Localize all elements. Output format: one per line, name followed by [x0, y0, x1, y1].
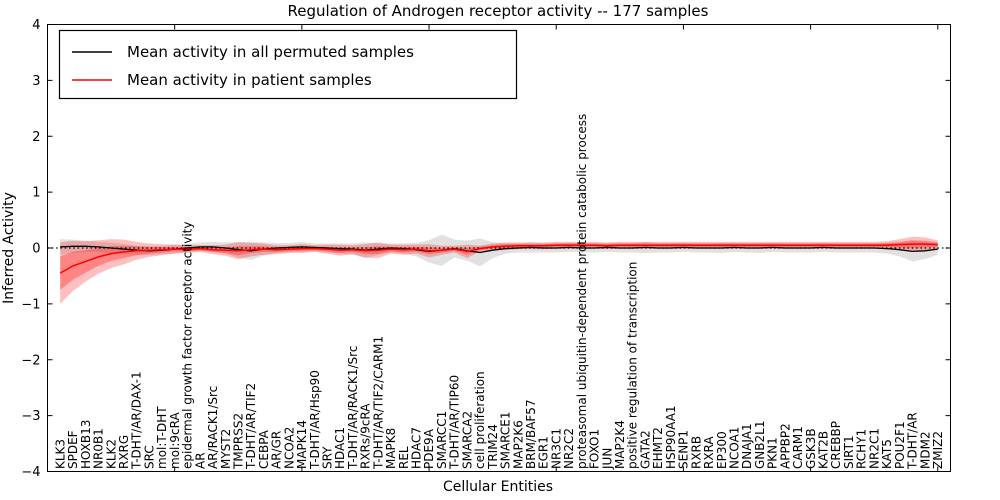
- x-category-label: positive regulation of transcription: [626, 262, 640, 469]
- x-category-label: NR3C1: [549, 428, 563, 469]
- x-category-label: proteasomal ubiquitin-dependent protein …: [575, 114, 589, 469]
- x-category-label: T-DHT/AR: [906, 412, 920, 470]
- y-tick-label: 3: [32, 74, 40, 89]
- y-tick-label: 1: [32, 186, 40, 201]
- x-category-label: HOXB13: [79, 420, 93, 469]
- x-category-label: mol:9cRA: [168, 412, 182, 469]
- x-category-label: MDM2: [918, 431, 932, 469]
- x-category-label: T-DHT/AR/TIF2/CARM1: [371, 336, 385, 470]
- x-category-label: FOXO1: [588, 429, 602, 469]
- x-category-label: cell proliferation: [473, 371, 487, 469]
- x-category-label: mol:T-DHT: [155, 406, 169, 469]
- x-category-label: MAPK14: [295, 420, 309, 469]
- x-category-label: HDAC1: [333, 427, 347, 469]
- y-tick-label: 0: [32, 242, 40, 257]
- x-category-label: RXRs/9cRA: [359, 403, 373, 469]
- x-category-label: HSP90AA1: [664, 405, 678, 469]
- x-category-label: epidermal growth factor receptor activit…: [181, 222, 195, 469]
- x-category-label: SMARCE1: [499, 411, 513, 469]
- x-category-label: SRY: [321, 446, 335, 469]
- x-category-label: NR2C2: [562, 428, 576, 469]
- patient-confidence-band-outer: [60, 236, 938, 304]
- y-tick-label: −1: [21, 297, 40, 312]
- x-category-label: APPBP2: [778, 423, 792, 469]
- x-category-label: EGR1: [537, 436, 551, 469]
- x-category-label: HDAC7: [410, 427, 424, 469]
- x-category-label: TRIM24: [486, 424, 500, 470]
- x-category-labels: KLK3SPDEFHOXB13NR0B1KLK2RXRGT-DHT/AR/DAX…: [53, 114, 945, 470]
- x-category-label: SENP1: [677, 430, 691, 469]
- x-category-label: DNAJA1: [740, 423, 754, 469]
- x-category-label: NR2C1: [867, 428, 881, 469]
- x-category-label: KAT2B: [817, 431, 831, 469]
- x-axis-label: Cellular Entities: [443, 479, 553, 495]
- x-category-label: MAPK8: [384, 428, 398, 469]
- permuted-mean-line: [60, 245, 938, 254]
- x-category-label: SMARCA2: [460, 411, 474, 469]
- x-category-label: CREBBP: [829, 421, 843, 469]
- x-category-label: JUN: [600, 448, 614, 470]
- x-category-label: CARM1: [791, 426, 805, 469]
- x-category-label: PDE9A: [422, 428, 436, 469]
- x-category-label: MAP2K6: [511, 420, 525, 469]
- x-category-label: CEBPA: [257, 429, 271, 469]
- x-category-label: NR0B1: [92, 428, 106, 469]
- x-category-label: MAP2K4: [613, 420, 627, 469]
- x-category-label: AR/GR: [270, 431, 284, 469]
- x-category-label: GSK3B: [804, 428, 818, 469]
- chart-title: Regulation of Androgen receptor activity…: [288, 2, 709, 20]
- x-category-label: ZMIZ2: [931, 431, 945, 469]
- y-tick-label: −4: [21, 465, 40, 480]
- x-category-label: REL: [397, 446, 411, 469]
- patient-mean-line: [59, 243, 938, 274]
- x-category-label: KLK3: [53, 439, 67, 469]
- y-tick-label: 2: [32, 130, 40, 145]
- x-category-label: AR: [193, 452, 207, 469]
- legend-label-patient: Mean activity in patient samples: [127, 71, 372, 89]
- x-category-label: GNB2L1: [753, 421, 767, 469]
- legend-label-permuted: Mean activity in all permuted samples: [127, 43, 414, 61]
- x-category-label: RXRA: [702, 436, 716, 469]
- x-category-label: SMARCC1: [435, 411, 449, 469]
- x-category-label: T-DHT/AR/TIF2: [244, 383, 258, 470]
- x-category-label: RXRB: [689, 436, 703, 469]
- y-tick-label: −3: [21, 409, 40, 424]
- x-category-label: POU2F1: [893, 421, 907, 469]
- x-category-label: EP300: [715, 431, 729, 469]
- legend: Mean activity in all permuted samples Me…: [58, 29, 518, 100]
- x-category-label: SPDEF: [66, 430, 80, 469]
- y-tick-label: 4: [32, 18, 40, 33]
- x-category-label: KAT5: [880, 439, 894, 469]
- x-category-label: GATA2: [639, 430, 653, 469]
- x-category-label: RXRG: [117, 435, 131, 469]
- x-category-label: MYST2: [219, 429, 233, 469]
- x-category-label: T-DHT/AR/DAX-1: [130, 371, 144, 470]
- legend-box: [58, 29, 518, 100]
- y-tick-labels: −4 −3 −2 −1 0 1 2 3 4: [21, 18, 40, 480]
- x-category-label: EHMT2: [651, 427, 665, 469]
- x-category-label: T-DHT/AR/Hsp90: [308, 370, 322, 470]
- x-category-label: TMPRSS2: [232, 413, 246, 470]
- permuted-confidence-band: [60, 234, 938, 267]
- x-category-label: NCOA1: [728, 427, 742, 469]
- y-tick-label: −2: [21, 353, 40, 368]
- x-category-label: BRM/BAF57: [524, 399, 538, 469]
- y-axis-label: Inferred Activity: [1, 192, 17, 304]
- x-category-label: T-DHT/AR/TIP60: [448, 375, 462, 470]
- x-category-label: PKN1: [766, 437, 780, 469]
- x-category-label: SIRT1: [842, 435, 856, 469]
- x-category-label: AR/RACK1/Src: [206, 386, 220, 469]
- x-category-label: RCHY1: [855, 429, 869, 469]
- x-category-label: SRC: [142, 445, 156, 469]
- x-category-label: T-DHT/AR/RACK1/Src: [346, 346, 360, 470]
- series-lines: [59, 243, 938, 274]
- x-category-label: NCOA2: [282, 427, 296, 469]
- axes-spines-and-ticks: [47, 24, 951, 472]
- x-category-label: KLK2: [104, 439, 118, 469]
